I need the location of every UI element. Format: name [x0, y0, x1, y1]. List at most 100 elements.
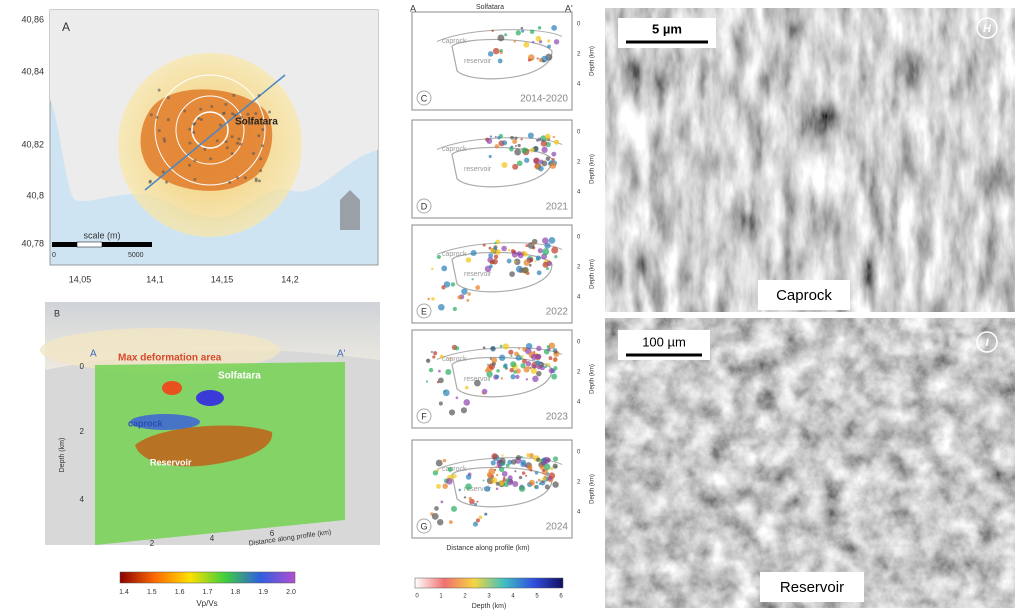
event — [530, 367, 537, 375]
event — [514, 260, 517, 264]
event — [475, 285, 481, 291]
event — [538, 165, 544, 172]
event — [493, 254, 499, 260]
sample-name: Caprock — [776, 287, 832, 304]
lon-tick-label: 14,1 — [146, 274, 164, 284]
y-axis-title: Depth (km) — [59, 438, 66, 473]
event — [437, 518, 444, 526]
event — [465, 483, 472, 491]
event — [499, 344, 503, 348]
colorbar-tick-label: 4 — [511, 594, 515, 600]
event — [438, 303, 445, 311]
colorbar — [414, 577, 564, 589]
epicenter — [254, 112, 258, 116]
event — [490, 460, 496, 466]
colorbar-tick-label: 1.8 — [230, 589, 240, 596]
event — [490, 346, 495, 351]
panel-label: B — [54, 308, 60, 318]
event — [551, 158, 555, 161]
period-label: 2022 — [546, 307, 569, 318]
epicenter — [148, 179, 152, 183]
panel-label: F — [421, 411, 427, 421]
contour — [154, 74, 266, 186]
label-circle — [416, 90, 432, 106]
event — [438, 377, 444, 384]
event — [495, 249, 501, 255]
event — [536, 457, 541, 462]
epicenter — [157, 88, 161, 92]
event — [501, 245, 507, 252]
event — [523, 366, 530, 373]
reservoir-label: reservoir — [464, 166, 492, 173]
event — [517, 347, 521, 350]
y-axis-title: Depth (km) — [590, 46, 596, 76]
reservoir-outline — [451, 38, 553, 80]
y-tick-label: 4 — [80, 495, 85, 504]
epicenter — [224, 102, 228, 106]
colorbar-tick-label: 5 — [535, 594, 539, 600]
event — [475, 518, 480, 523]
event — [499, 49, 503, 53]
event — [514, 351, 519, 357]
event — [542, 237, 549, 245]
reservoir-anomaly — [135, 425, 273, 467]
event — [441, 285, 446, 290]
event — [510, 145, 514, 149]
event — [515, 265, 523, 273]
event — [536, 370, 542, 377]
event — [554, 254, 558, 259]
epicenter — [239, 116, 243, 120]
event — [505, 463, 510, 468]
event — [523, 259, 530, 266]
event — [468, 496, 472, 501]
epicenter — [155, 115, 159, 119]
event — [431, 512, 439, 520]
colorbar-tick-label: 2.0 — [286, 589, 296, 596]
event — [551, 373, 558, 380]
lon-tick-label: 14,2 — [281, 274, 299, 284]
scale-label: 100 µm — [642, 334, 686, 349]
caprock-outline — [436, 242, 563, 255]
event — [529, 147, 535, 153]
event — [494, 135, 497, 138]
event — [501, 161, 508, 169]
event — [511, 459, 517, 465]
event — [536, 57, 539, 60]
event — [490, 248, 496, 254]
event — [495, 481, 500, 486]
event — [529, 257, 534, 262]
event — [554, 350, 558, 354]
event — [492, 47, 500, 55]
event — [482, 346, 486, 350]
event — [539, 464, 545, 470]
event — [513, 40, 516, 43]
event — [438, 401, 443, 406]
event — [552, 481, 559, 488]
event — [488, 154, 492, 159]
event — [527, 464, 533, 470]
event — [501, 454, 504, 457]
event — [450, 505, 458, 512]
event — [552, 456, 559, 462]
event — [449, 357, 452, 360]
period-label: 2014-2020 — [520, 94, 568, 105]
event — [486, 371, 493, 378]
event — [439, 354, 444, 359]
epicenter — [188, 141, 192, 145]
epicenter — [259, 169, 263, 173]
deformation-label: Max deformation area — [118, 353, 222, 364]
colorbar-title: Vp/Vs — [196, 599, 217, 608]
caprock-anomaly — [130, 414, 200, 430]
colorbar-tick-label: 1.7 — [203, 589, 213, 596]
lon-tick-label: 14,15 — [211, 274, 234, 284]
anomaly — [196, 390, 224, 406]
caprock-outline — [436, 137, 563, 150]
event — [512, 480, 519, 487]
event — [525, 361, 532, 367]
reservoir-label: reservoir — [464, 271, 492, 278]
colorbar-tick-label: 1.5 — [147, 589, 157, 596]
event — [502, 343, 509, 350]
reservoir-outline — [451, 251, 553, 293]
event — [541, 160, 548, 167]
